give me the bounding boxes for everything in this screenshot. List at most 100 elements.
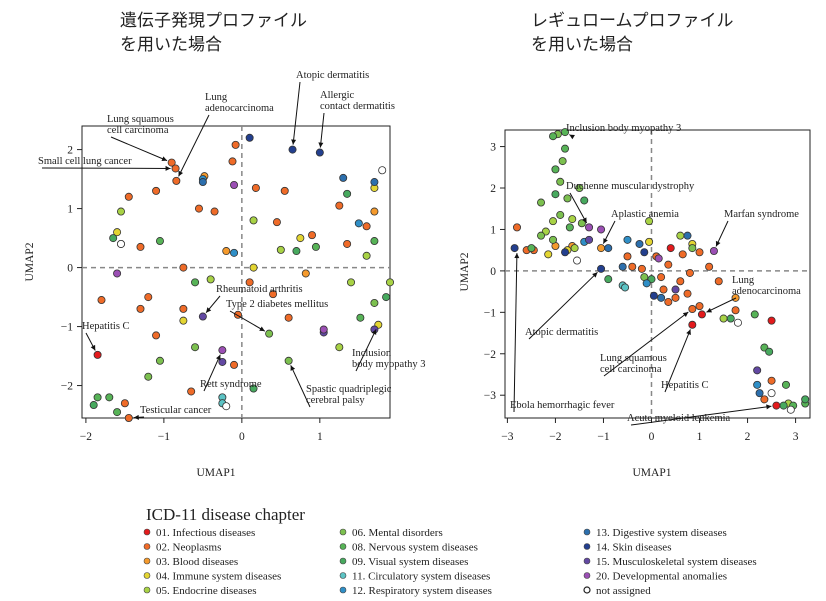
panel1-annotation: Rheumatoid arthritis [216,284,303,295]
panel1-xtick-label: −1 [158,431,170,443]
panel1-point [124,413,133,422]
panel1-annotation-arrowhead [259,326,265,332]
panel2-ylabel: UMAP2 [459,252,471,291]
legend-swatch [583,586,591,594]
panel1-annotation: Lung squamous cell carcinoma [107,114,174,136]
panel2-point [688,305,697,314]
panel2-point [585,235,594,244]
panel2-title: レギュロームプロファイルを用いた場合 [531,11,733,55]
panel1-point [251,183,260,192]
panel2-annotation-arrowhead [766,404,772,410]
panel1-point [308,231,317,240]
panel1-point [249,384,258,393]
legend-swatch [143,557,151,565]
panel1-annotation: Spastic quadriplegic cerebral palsy [306,384,392,406]
panel1-annotation-arrow [292,81,301,145]
panel1-annotation: Lung adenocarcinoma [205,92,274,114]
panel2-annotation: Inclusion body myopathy 3 [566,123,681,134]
panel1-point [370,298,379,307]
panel2-annotation-arrowhead [715,240,721,247]
panel1-annotation: Hepatitis C [82,321,130,332]
panel2-point [597,264,606,273]
panel2-point [688,244,697,253]
panel2-point [654,254,663,263]
panel1-point [144,372,153,381]
panel1-annotation: Small cell lung cancer [38,156,132,167]
panel2-xtick-label: 0 [649,431,655,443]
panel2-point [801,395,810,404]
panel2-point [549,217,558,226]
panel1-point [276,245,285,254]
panel1-point [370,237,379,246]
panel2-point [597,244,606,253]
panel2-point [623,252,632,261]
panel2-xlabel: UMAP1 [633,467,672,479]
panel1-scatter: −2 −1 0 1 −2 −1 0 1 2 Atopic dermatitis Allergic co… [38,70,426,443]
panel2-ytick-label: 0 [490,266,496,278]
panel2-point [767,316,776,325]
panel1-point [194,204,203,213]
panel1-point [113,269,122,278]
panel1-point [136,242,145,251]
panel2-annotation-arrowhead [706,307,713,313]
panel2-point [623,235,632,244]
panel2-point [597,225,606,234]
panel2-annotation: Lung squamous cell carcinoma [600,353,667,375]
panel1-point [120,399,129,408]
legend-item-label: 13. Digestive system diseases [596,527,727,539]
panel1-point [89,401,98,410]
panel2-point [755,389,764,398]
panel2-point [678,250,687,259]
panel1-annotation-arrow [203,354,221,392]
panel2-annotation-arrowhead [686,329,691,335]
panel1-point [198,178,207,187]
panel1-point [109,234,118,243]
panel2-point [671,293,680,302]
panel1-point [152,331,161,340]
legend-swatch [583,557,591,565]
panel2-point [549,235,558,244]
panel1-annotation-arrow [355,329,377,372]
panel1-frame [81,125,391,419]
panel2-point [621,283,630,292]
panel2-point [695,302,704,311]
panel1-point [210,207,219,216]
panel2-annotation: Duchenne muscular dystrophy [566,181,695,192]
panel2-point [753,366,762,375]
panel2-annotation-arrowhead [582,217,587,224]
panel2-point [563,194,572,203]
panel1-point [292,247,301,256]
panel1-point [311,242,320,251]
panel1-point [191,278,200,287]
panel2-ytick-label: −1 [484,307,496,319]
panel2-annotation: Marfan syndrome [724,209,799,220]
panel2-point [664,260,673,269]
legend: 01. Infectious diseases 02. Neoplasms 03. … [143,527,757,597]
panel1-point [280,186,289,195]
panel1-point [245,278,254,287]
panel1-annotation-arrowhead [318,142,324,148]
panel1-point [249,216,258,225]
legend-item-label: 06. Mental disorders [352,527,443,539]
panel2-ytick-label: 2 [490,183,496,195]
panel2-point [527,244,536,253]
panel1-point [144,293,153,302]
panel1-ytick-label: 2 [67,145,73,157]
panel2-point [786,405,795,414]
panel1-ytick-label: −1 [61,322,73,334]
panel2-point [510,244,519,253]
panel2-point [604,244,613,253]
panel2-annotation-arrow [630,405,772,426]
panel2-point [558,157,567,166]
panel1-point [116,207,125,216]
panel2-point [577,219,586,228]
panel1-point [179,263,188,272]
panel1-annotation-arrowhead [133,414,139,420]
panel2-ytick-label: −2 [484,349,496,361]
legend-swatch [583,543,591,550]
panel1-point [179,304,188,313]
panel1-point [218,346,227,355]
panel1-point [319,325,328,334]
panel2-point [642,279,651,288]
panel1-annotation-arrow [290,365,311,408]
